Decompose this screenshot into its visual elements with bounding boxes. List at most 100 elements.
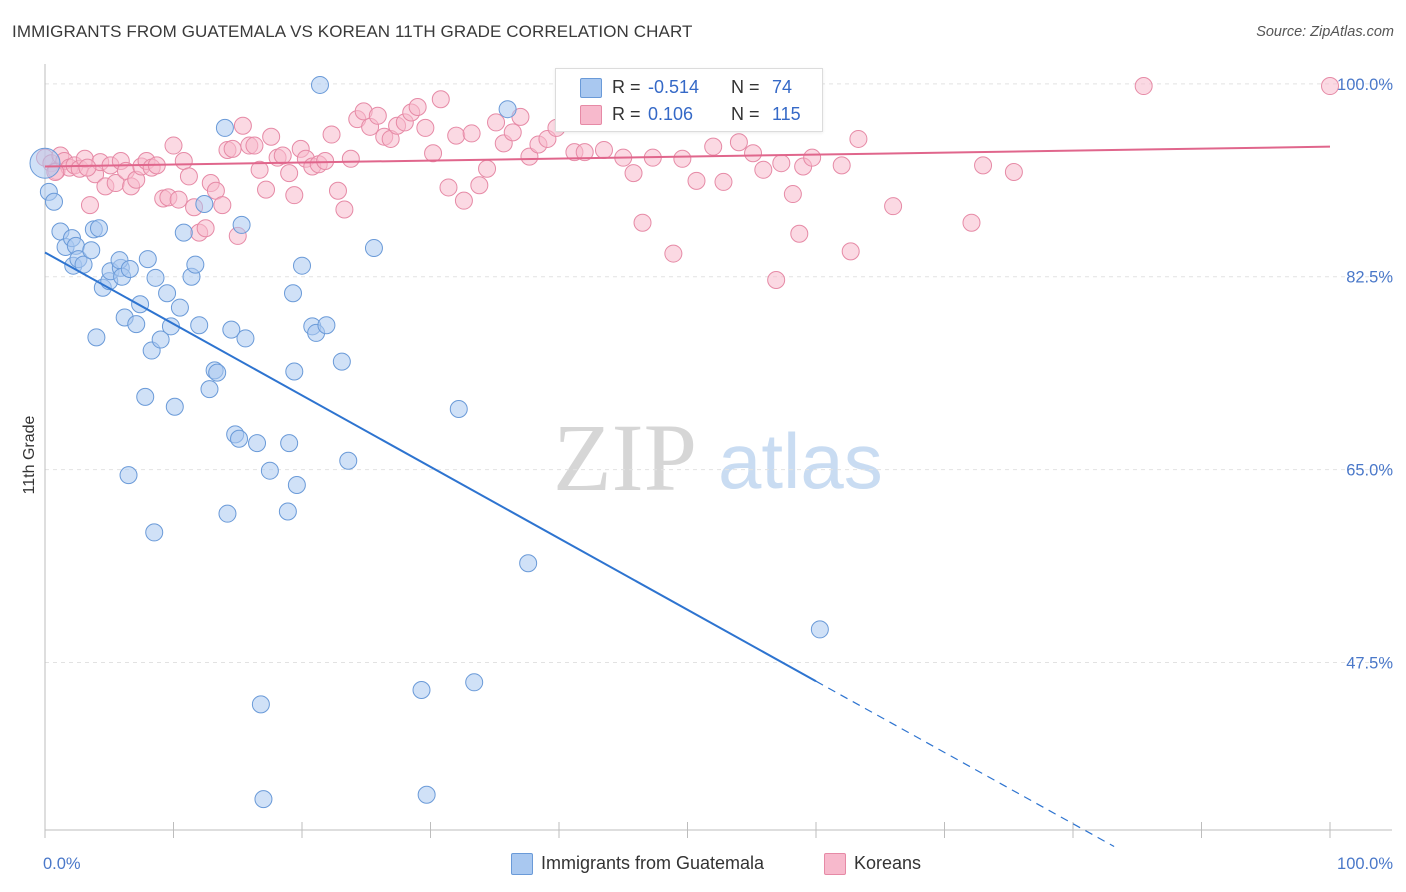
guatemala-trend-extension xyxy=(815,680,1115,848)
legend-swatch-guatemala xyxy=(580,78,602,98)
guatemala-point xyxy=(186,255,205,274)
label-layer: 47.5% 65.0% 82.5% 100.0% 0.0% 100.0% xyxy=(43,76,1393,873)
korean-point xyxy=(704,137,723,156)
korean-point xyxy=(341,149,360,168)
korean-point xyxy=(744,144,763,163)
grid-layer xyxy=(45,83,1392,663)
guatemala-point xyxy=(208,363,227,382)
korean-point xyxy=(832,156,851,175)
korean-point xyxy=(424,144,443,163)
legend-r-label: R = xyxy=(612,104,641,124)
guatemala-point xyxy=(200,380,219,399)
guatemala-point xyxy=(810,620,829,639)
guatemala-point xyxy=(278,502,297,521)
legend-r-value: -0.514 xyxy=(648,77,700,97)
korean-point xyxy=(974,156,993,175)
korean-trend-line xyxy=(44,145,1331,168)
guatemala-point xyxy=(222,320,241,339)
korean-point xyxy=(245,136,264,155)
guatemala-point xyxy=(251,695,270,714)
korean-point xyxy=(431,90,450,109)
x-tick-label: 0.0% xyxy=(43,855,81,873)
korean-point xyxy=(803,148,822,167)
bottom-legend-swatch-guatemala xyxy=(511,853,533,875)
chart-title: IMMIGRANTS FROM GUATEMALA VS KOREAN 11TH… xyxy=(12,22,693,41)
legend-n-value: 115 xyxy=(772,104,801,124)
guatemala-point xyxy=(44,192,63,211)
korean-point xyxy=(250,160,269,179)
bottom-legend-swatch-koreans xyxy=(824,853,846,875)
korean-point xyxy=(196,219,215,238)
korean-point xyxy=(772,154,791,173)
guatemala-point xyxy=(158,284,177,303)
korean-point xyxy=(280,164,299,183)
korean-point xyxy=(322,125,341,144)
korean-point xyxy=(714,172,733,191)
korean-point xyxy=(335,200,354,219)
korean-point xyxy=(368,106,387,125)
trend-layer xyxy=(44,145,1331,848)
korean-point xyxy=(262,127,281,146)
guatemala-point xyxy=(165,397,184,416)
guatemala-point xyxy=(190,316,209,335)
watermark-zip: ZIP xyxy=(553,404,697,511)
guatemala-point xyxy=(82,241,101,260)
watermark: ZIP atlas xyxy=(553,404,883,511)
guatemala-point xyxy=(293,256,311,275)
chart-source: Source: ZipAtlas.com xyxy=(1256,24,1394,40)
guatemala-point xyxy=(339,451,358,470)
legend-r-value: 0.106 xyxy=(648,104,694,124)
korean-point xyxy=(594,140,613,159)
korean-point xyxy=(767,271,786,290)
y-tick-label: 100.0% xyxy=(1337,76,1393,94)
korean-point xyxy=(470,176,489,195)
korean-point xyxy=(316,151,335,170)
guatemala-point xyxy=(127,315,146,334)
guatemala-point xyxy=(332,352,351,371)
axis-layer xyxy=(44,64,1392,838)
korean-point xyxy=(174,151,193,170)
korean-point xyxy=(1134,77,1153,96)
korean-point xyxy=(223,139,242,158)
korean-point xyxy=(790,224,809,243)
y-tick-label: 47.5% xyxy=(1346,654,1393,672)
guatemala-point xyxy=(230,429,249,448)
y-axis-title: 11th Grade xyxy=(21,415,38,494)
guatemala-point xyxy=(145,523,164,542)
legend-row-koreans: R = 0.106 N = 115 xyxy=(556,102,822,128)
guatemala-point xyxy=(412,681,431,700)
guatemala-point xyxy=(284,284,303,303)
korean-point xyxy=(503,123,522,142)
korean-point xyxy=(841,242,860,261)
guatemala-point xyxy=(232,215,251,234)
korean-point xyxy=(408,97,427,116)
korean-point xyxy=(328,181,347,200)
korean-point xyxy=(673,149,692,168)
guatemala-point xyxy=(519,554,538,573)
guatemala-point xyxy=(417,785,436,804)
guatemala-point xyxy=(146,268,165,287)
legend-r-label: R = xyxy=(612,77,641,97)
korean-point xyxy=(416,118,435,137)
korean-point xyxy=(487,113,506,132)
guatemala-point xyxy=(236,329,255,348)
guatemala-point xyxy=(260,461,279,480)
guatemala-point xyxy=(310,75,329,94)
guatemala-point xyxy=(498,100,517,119)
korean-point xyxy=(624,164,643,183)
guatemala-point xyxy=(215,118,234,137)
legend-n-label: N = xyxy=(731,104,760,124)
bottom-legend-label-koreans: Koreans xyxy=(854,853,922,873)
korean-point xyxy=(520,147,539,166)
guatemala-point xyxy=(280,434,299,453)
korean-point xyxy=(962,213,981,232)
legend-n-label: N = xyxy=(731,77,760,97)
guatemala-point xyxy=(138,250,157,269)
korean-point xyxy=(462,124,481,143)
korean-point xyxy=(80,196,99,215)
korean-point xyxy=(454,191,473,210)
guatemala-point xyxy=(136,387,155,406)
guatemala-point xyxy=(248,434,267,453)
korean-point xyxy=(233,116,252,135)
legend-row-guatemala: R = -0.514 N = 74 xyxy=(556,75,822,101)
